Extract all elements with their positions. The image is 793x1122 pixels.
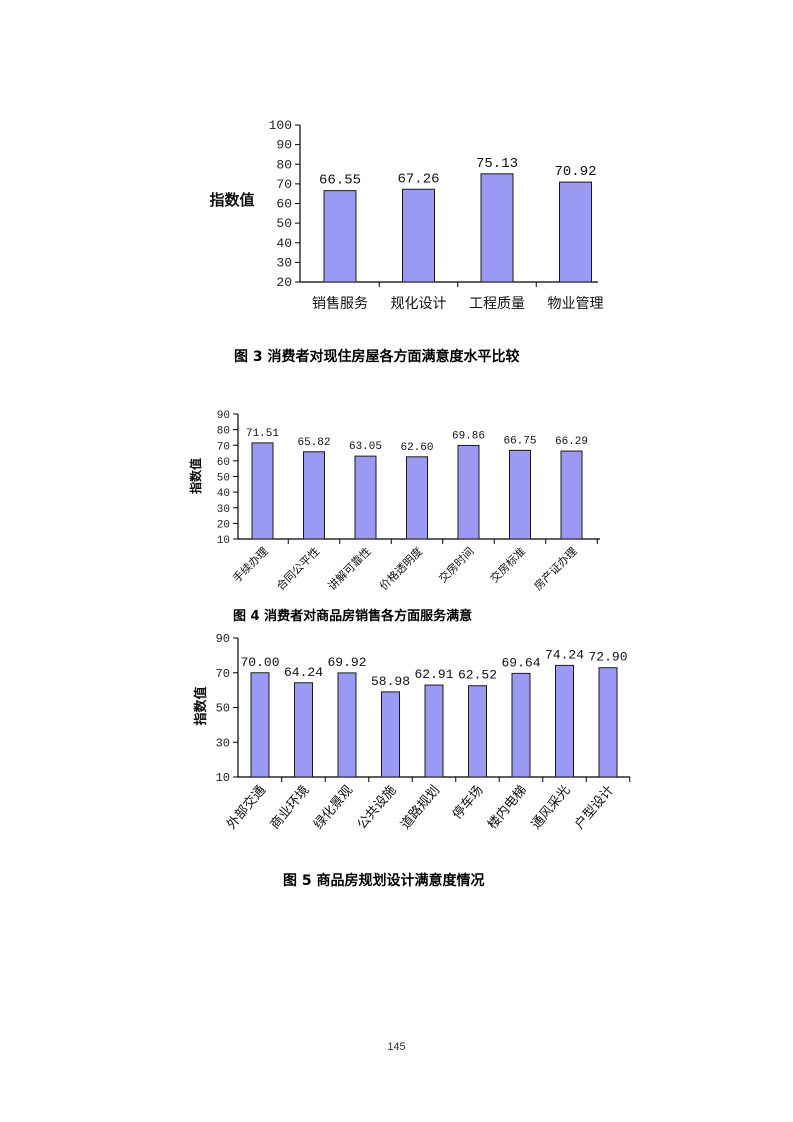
x-category-label: 外部交通 <box>223 782 269 832</box>
bar-value-label: 67.26 <box>397 171 439 187</box>
x-category-label: 规化设计 <box>391 296 447 312</box>
bar-value-label: 72.90 <box>588 650 627 665</box>
bar-value-label: 70.92 <box>554 164 596 180</box>
y-tick-label: 30 <box>217 504 230 516</box>
y-tick-label: 100 <box>269 118 292 133</box>
bar-value-label: 75.13 <box>476 156 518 172</box>
bar-value-label: 62.91 <box>414 667 453 682</box>
bar <box>468 685 487 778</box>
bar-value-label: 58.98 <box>371 674 410 689</box>
bar-value-label: 69.92 <box>327 655 366 670</box>
y-tick-label: 70 <box>276 177 292 192</box>
bar <box>354 455 377 540</box>
x-category-label: 销售服务 <box>312 296 368 312</box>
y-tick-label: 50 <box>216 702 230 716</box>
y-tick-label: 80 <box>217 426 230 438</box>
y-tick-label: 10 <box>216 771 230 785</box>
x-category-label: 价格透明度 <box>376 544 425 593</box>
bar-value-label: 62.60 <box>400 442 433 454</box>
y-tick-label: 40 <box>276 236 292 251</box>
bar-value-label: 66.29 <box>555 436 588 448</box>
y-tick-label: 60 <box>217 457 230 469</box>
caption-fig5: 图 5 商品房规划设计满意度情况 <box>283 873 485 889</box>
x-category-label: 手续办理 <box>230 544 271 585</box>
x-category-label: 物业管理 <box>548 296 604 312</box>
bar <box>323 190 357 283</box>
bar <box>251 442 274 540</box>
bar <box>559 181 592 283</box>
y-tick-label: 20 <box>276 275 292 290</box>
x-category-label: 通风采光 <box>529 783 574 832</box>
y-axis-label: 指数值 <box>188 458 203 494</box>
x-category-label: 楼内电梯 <box>484 782 530 832</box>
y-tick-label: 40 <box>217 488 230 500</box>
x-category-label: 公共设施 <box>355 783 400 832</box>
bar <box>457 444 480 540</box>
x-category-label: 交房标准 <box>487 544 528 585</box>
x-category-label: 交房时间 <box>436 544 477 585</box>
y-tick-label: 30 <box>216 736 230 750</box>
bar <box>560 450 583 540</box>
x-category-label: 道路规划 <box>397 782 443 832</box>
y-tick-label: 70 <box>216 667 230 681</box>
bar-value-label: 66.75 <box>503 435 536 447</box>
page-number: 145 <box>387 1041 406 1053</box>
y-tick-label: 30 <box>276 255 292 270</box>
bar-value-label: 65.82 <box>297 437 330 449</box>
chart-fig4: 10 20 30 40 50 60 70 80 90 指数值 71.51 手续办理 65.82 合同公平性… <box>188 410 600 593</box>
bar-value-label: 74.24 <box>545 647 584 662</box>
x-category-label: 停车场 <box>449 782 486 822</box>
y-tick-label: 90 <box>216 632 230 646</box>
y-tick-label: 50 <box>217 473 230 485</box>
bar <box>511 672 531 778</box>
y-axis-label: 指数值 <box>193 686 209 725</box>
bar <box>424 684 444 778</box>
x-category-label: 工程质量 <box>469 296 525 312</box>
bar-value-label: 69.64 <box>501 655 540 670</box>
x-category-label: 户型设计 <box>571 782 617 832</box>
bar <box>402 188 435 283</box>
bar <box>337 672 357 778</box>
y-tick-label: 60 <box>276 197 292 212</box>
bar <box>303 451 325 540</box>
y-tick-label: 90 <box>276 138 292 153</box>
caption-fig4: 图 4 消费者对商品房销售各方面服务满意 <box>233 609 473 624</box>
x-category-label: 合同公平性 <box>273 544 322 593</box>
bar-value-label: 62.52 <box>458 668 497 683</box>
bar <box>598 667 618 778</box>
y-tick-label: 80 <box>276 157 292 172</box>
bar-value-label: 71.51 <box>246 428 279 440</box>
bar <box>480 173 514 283</box>
bar <box>509 449 531 540</box>
y-tick-label: 70 <box>217 441 230 453</box>
y-axis-label: 指数值 <box>209 191 254 209</box>
x-category-label: 商业环境 <box>268 783 313 832</box>
bar-value-label: 69.86 <box>452 430 485 442</box>
bar <box>555 664 574 778</box>
x-category-label: 房产证办理 <box>531 544 580 593</box>
bar-value-label: 64.24 <box>284 665 323 680</box>
chart-fig5: 10 30 50 70 90 指数值 70.00 外部交通 64.24 商业环境 69.92 绿化景观… <box>193 632 631 832</box>
bar <box>381 691 400 778</box>
bar-value-label: 70.00 <box>240 655 279 670</box>
x-category-label: 绿化景观 <box>311 783 356 832</box>
bar <box>406 456 428 540</box>
x-category-label: 讲解可靠性 <box>325 544 374 593</box>
bar-value-label: 63.05 <box>349 441 382 453</box>
bar <box>294 682 313 778</box>
y-tick-label: 20 <box>217 519 230 531</box>
bar-value-label: 66.55 <box>319 173 361 189</box>
y-tick-label: 10 <box>217 535 230 547</box>
y-tick-label: 90 <box>217 410 230 422</box>
bar <box>250 672 270 778</box>
caption-fig3: 图 3 消费者对现住房屋各方面满意度水平比较 <box>234 349 520 365</box>
chart-fig3: 20 30 40 50 60 70 80 90 100 指数值 66.55 销售服务 67.26 规化设计… <box>209 118 603 312</box>
y-tick-label: 50 <box>276 216 292 231</box>
